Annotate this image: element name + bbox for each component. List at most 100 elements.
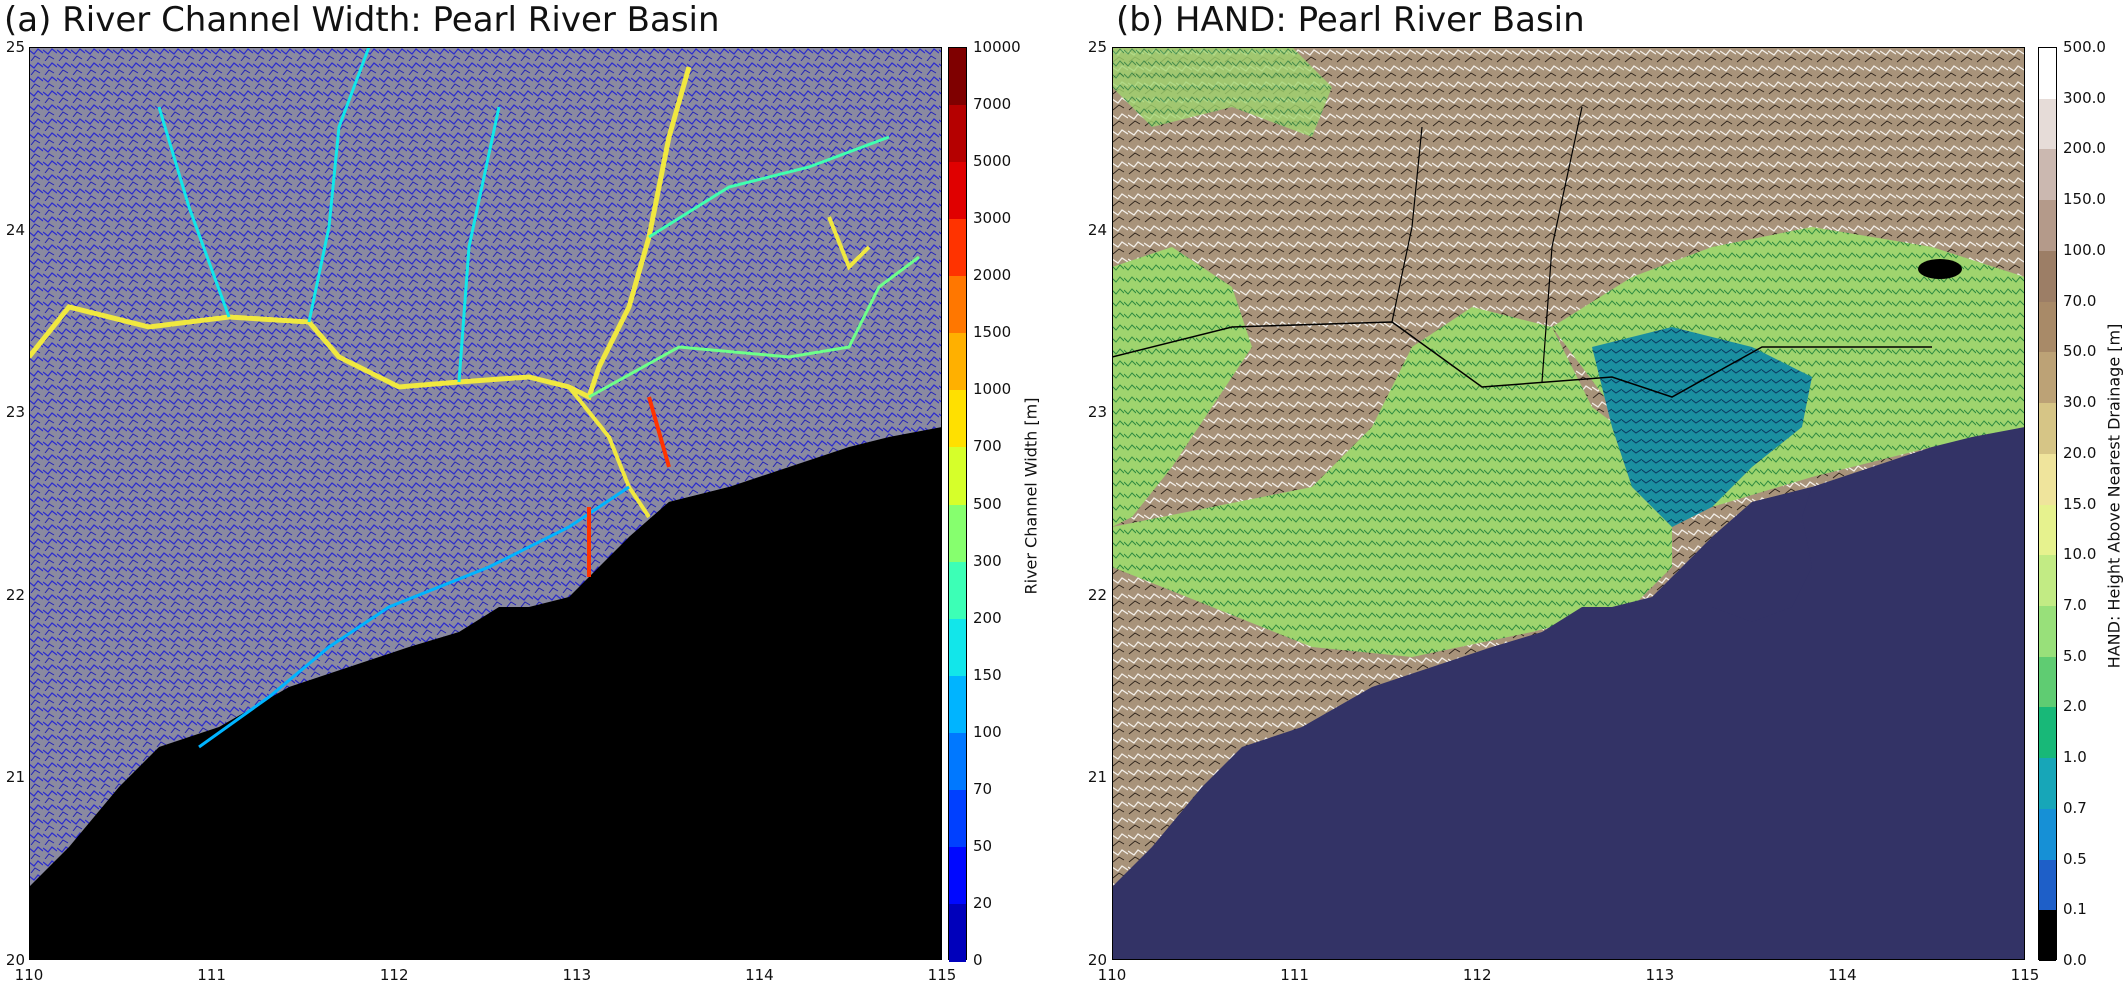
x-tick-b: 111 [1280, 966, 1309, 984]
colorbar-a-label: River Channel Width [m] [1021, 397, 1041, 595]
channel-width-colorbar-tick: 300 [973, 551, 1002, 570]
hand-colorbar-tick: 7.0 [2063, 595, 2087, 614]
channel-width-colorbar-tick: 70 [973, 779, 993, 798]
x-tick-b: 110 [1097, 966, 1127, 984]
y-tick-a: 20 [5, 951, 25, 969]
hand-colorbar-tick: 50.0 [2063, 342, 2097, 361]
channel-width-colorbar-tick: 5000 [973, 152, 1012, 171]
hand-map [1112, 47, 2025, 960]
hand-colorbar-tick: 0.0 [2063, 951, 2087, 969]
main-river-a [29, 66, 692, 401]
channel-width-colorbar-segment [949, 504, 966, 563]
y-tick-a: 25 [5, 38, 25, 56]
channel-width-colorbar-tick: 50 [973, 836, 993, 855]
channel-width-colorbar-tick: 500 [973, 494, 1002, 513]
channel-width-map-canvas [29, 47, 942, 960]
hand-colorbar-tick: 150.0 [2063, 190, 2106, 209]
panel-b-title: (b) HAND: Pearl River Basin [1116, 0, 1585, 40]
x-tick-b: 113 [1645, 966, 1675, 984]
channel-width-colorbar-tick: 100 [973, 722, 1002, 741]
channel-width-colorbar-segment [949, 789, 966, 848]
channel-width-colorbar [948, 47, 967, 962]
channel-width-colorbar-segment [949, 447, 966, 505]
hand-colorbar-tick: 20.0 [2063, 443, 2097, 462]
channel-width-colorbar-tick: 0 [973, 951, 983, 969]
hand-colorbar-segment [2039, 301, 2056, 353]
hand-colorbar-tick: 2.0 [2063, 697, 2087, 716]
channel-width-colorbar-segment [949, 48, 966, 106]
x-tick-a: 110 [14, 966, 44, 984]
hand-colorbar-segment [2039, 98, 2056, 150]
hand-colorbar-segment [2039, 910, 2056, 962]
y-tick-a: 21 [5, 768, 25, 787]
x-tick-b: 114 [1828, 966, 1857, 984]
channel-width-colorbar-segment [949, 903, 966, 962]
hand-colorbar-segment [2039, 48, 2056, 100]
hand-colorbar-segment [2039, 707, 2056, 759]
channel-width-colorbar-tick: 700 [973, 437, 1002, 456]
channel-width-colorbar-tick: 150 [973, 665, 1002, 684]
channel-width-colorbar-tick: 1000 [973, 380, 1012, 399]
hand-colorbar-segment [2039, 504, 2056, 556]
hand-colorbar-tick: 500.0 [2063, 38, 2106, 56]
hand-colorbar-segment [2039, 250, 2056, 303]
channel-width-colorbar-segment [949, 846, 966, 905]
hand-colorbar-segment [2039, 808, 2056, 861]
channel-width-colorbar-tick: 200 [973, 608, 1002, 627]
hand-colorbar [2038, 47, 2057, 962]
channel-width-colorbar-segment [949, 105, 966, 163]
channel-width-colorbar-segment [949, 333, 966, 391]
y-tick-a: 22 [5, 585, 25, 604]
hand-colorbar-segment [2039, 656, 2056, 708]
hand-colorbar-segment [2039, 555, 2056, 607]
x-tick-a: 113 [562, 966, 592, 984]
hand-colorbar-tick: 300.0 [2063, 88, 2106, 107]
colorbar-b-label: HAND: Height Above Nearest Drainage [m] [2104, 323, 2124, 669]
channel-width-colorbar-segment [949, 732, 966, 791]
y-tick-b: 21 [1087, 768, 1107, 787]
hand-colorbar-segment [2039, 758, 2056, 810]
y-tick-b: 25 [1087, 38, 1107, 56]
x-tick-a: 115 [927, 966, 957, 984]
channel-width-colorbar-segment [949, 390, 966, 448]
y-tick-b: 24 [1087, 220, 1107, 239]
hand-colorbar-tick: 15.0 [2063, 494, 2097, 513]
hand-colorbar-segment [2039, 352, 2056, 404]
channel-width-colorbar-segment [949, 276, 966, 334]
channel-width-colorbar-tick: 7000 [973, 95, 1012, 114]
channel-width-colorbar-segment [949, 618, 966, 677]
hand-colorbar-tick: 200.0 [2063, 139, 2106, 158]
channel-width-colorbar-segment [949, 561, 966, 620]
channel-width-colorbar-tick: 20 [973, 893, 993, 912]
channel-width-colorbar-segment [949, 162, 966, 220]
hand-colorbar-tick: 0.7 [2063, 798, 2087, 817]
hand-colorbar-segment [2039, 453, 2056, 505]
y-tick-b: 22 [1087, 585, 1107, 604]
hand-colorbar-tick: 0.1 [2063, 900, 2087, 919]
hand-colorbar-tick: 100.0 [2063, 240, 2106, 259]
panel-a-title: (a) River Channel Width: Pearl River Bas… [4, 0, 720, 40]
hand-colorbar-segment [2039, 403, 2056, 455]
y-tick-b: 20 [1087, 951, 1107, 969]
x-tick-a: 114 [745, 966, 774, 984]
channel-width-colorbar-tick: 2000 [973, 266, 1012, 285]
channel-width-map [29, 47, 942, 960]
y-tick-a: 23 [5, 403, 25, 422]
hand-map-canvas [1112, 47, 2025, 960]
channel-width-colorbar-tick: 10000 [973, 38, 1021, 56]
hand-colorbar-tick: 1.0 [2063, 748, 2087, 767]
hand-colorbar-segment [2039, 200, 2056, 252]
channel-width-colorbar-segment [949, 675, 966, 734]
hand-colorbar-segment [2039, 149, 2056, 201]
y-tick-a: 24 [5, 220, 25, 239]
y-tick-b: 23 [1087, 403, 1107, 422]
hand-colorbar-segment [2039, 605, 2056, 658]
x-tick-a: 111 [197, 966, 226, 984]
x-tick-b: 115 [2010, 966, 2040, 984]
hand-colorbar-tick: 5.0 [2063, 646, 2087, 665]
hand-colorbar-tick: 0.5 [2063, 849, 2087, 868]
hand-colorbar-tick: 70.0 [2063, 291, 2097, 310]
x-tick-b: 112 [1462, 966, 1492, 984]
channel-width-colorbar-tick: 3000 [973, 209, 1012, 228]
hand-colorbar-tick: 10.0 [2063, 545, 2097, 564]
